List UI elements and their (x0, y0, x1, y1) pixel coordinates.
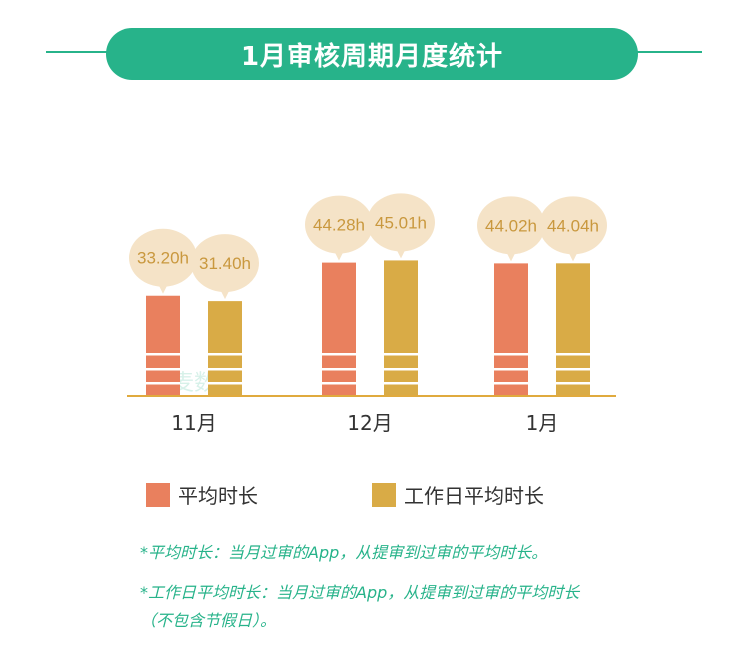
data-label-0-1: 44.28h (313, 216, 365, 235)
bar-stripe-1-2-1 (556, 368, 590, 371)
value-bubble-1-0 (191, 234, 259, 293)
bar-stripe-1-2-0 (556, 353, 590, 356)
title-line-right (634, 51, 702, 53)
bar-stripe-1-0-1 (208, 368, 242, 371)
chart-title: 1月审核周期月度统计 (106, 28, 638, 80)
bar-stripe-0-2-0 (494, 353, 528, 356)
x-tick-label-2: 1月 (526, 411, 559, 435)
bar-stripe-0-0-2 (146, 382, 180, 385)
legend-item-avg: 平均时长 (146, 480, 258, 509)
data-label-0-0: 33.20h (137, 249, 189, 268)
value-bubble-0-0 (129, 228, 197, 287)
value-bubble-tail-0-0 (158, 283, 168, 294)
x-tick-label-1: 12月 (347, 411, 392, 435)
bar-stripe-1-0-0 (208, 353, 242, 356)
bar-stripe-0-0-1 (146, 368, 180, 371)
bar-stripe-0-1-2 (322, 382, 356, 385)
value-bubble-tail-1-2 (568, 251, 578, 262)
value-bubble-tail-0-2 (506, 251, 516, 262)
bar-stripe-0-2-1 (494, 368, 528, 371)
bar-avg-0 (146, 295, 180, 395)
bar-stripe-0-1-1 (322, 368, 356, 371)
bar-stripe-0-2-2 (494, 382, 528, 385)
legend-swatch-workday (372, 482, 396, 507)
bar-stripe-1-2-2 (556, 382, 590, 385)
bar-stripe-1-1-0 (384, 353, 418, 356)
bar-workday-1 (384, 260, 418, 395)
bar-workday-0 (208, 301, 242, 395)
data-label-1-0: 31.40h (199, 254, 251, 273)
value-bubble-tail-1-1 (396, 248, 406, 259)
title-line-left (46, 51, 110, 53)
note-workday-line1: *工作日平均时长：当月过审的App，从提审到过审的平均时长 (140, 583, 580, 602)
x-tick-label-0: 11月 (171, 411, 216, 435)
data-label-0-2: 44.02h (485, 216, 537, 235)
value-bubble-0-2 (477, 196, 545, 255)
bar-stripe-1-1-1 (384, 368, 418, 371)
value-bubble-0-1 (305, 195, 373, 254)
data-label-1-1: 45.01h (375, 213, 427, 232)
legend-label-avg: 平均时长 (178, 484, 258, 508)
bar-stripe-1-0-2 (208, 382, 242, 385)
legend-label-workday: 工作日平均时长 (404, 484, 544, 508)
bar-workday-2 (556, 263, 590, 395)
value-bubble-tail-0-1 (334, 250, 344, 261)
note-avg: *平均时长：当月过审的App，从提审到过审的平均时长。 (140, 543, 548, 562)
bar-stripe-0-0-0 (146, 353, 180, 356)
legend-swatch-avg (146, 482, 170, 507)
note-workday-line2: （不包含节假日）。 (140, 611, 277, 630)
value-bubble-1-1 (367, 193, 435, 252)
legend-item-workday: 工作日平均时长 (372, 480, 544, 509)
data-label-1-2: 44.04h (547, 216, 599, 235)
value-bubble-tail-1-0 (220, 289, 230, 300)
bar-avg-2 (494, 263, 528, 395)
value-bubble-1-2 (539, 196, 607, 255)
bar-avg-1 (322, 262, 356, 395)
bar-stripe-1-1-2 (384, 382, 418, 385)
bar-stripe-0-1-0 (322, 353, 356, 356)
